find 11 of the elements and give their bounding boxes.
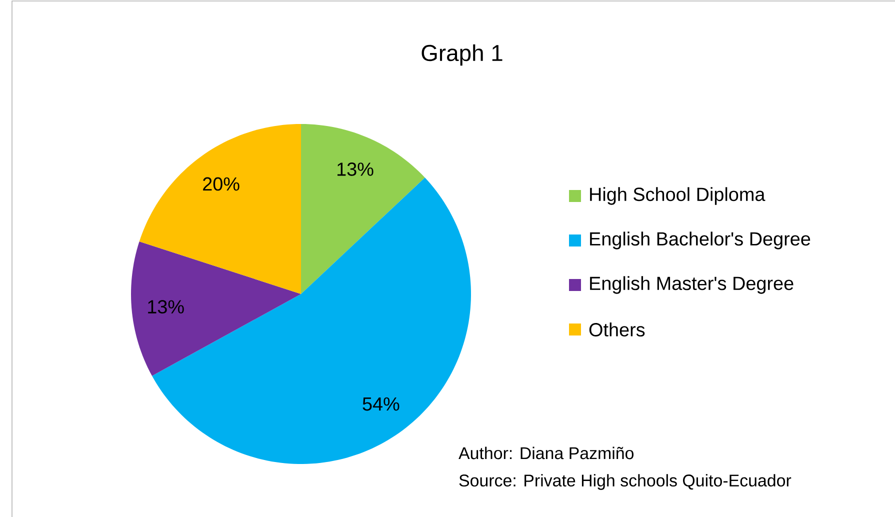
legend-label: High School Diploma (590, 187, 766, 205)
data-label: 13% (338, 162, 374, 176)
legend-label: English Bachelor's Degree (590, 232, 810, 250)
chart-title: Graph 1 (422, 44, 502, 66)
data-label: 54% (362, 397, 400, 411)
data-label: 13% (148, 300, 184, 314)
text: Author: Diana Pazmiño (458, 446, 634, 460)
legend-label: Others (589, 322, 645, 336)
legend-label: English Master's Degree (590, 276, 794, 294)
source-note: Source: Private High schools Quito-Ecuador (459, 474, 792, 490)
data-label: 20% (203, 177, 240, 191)
